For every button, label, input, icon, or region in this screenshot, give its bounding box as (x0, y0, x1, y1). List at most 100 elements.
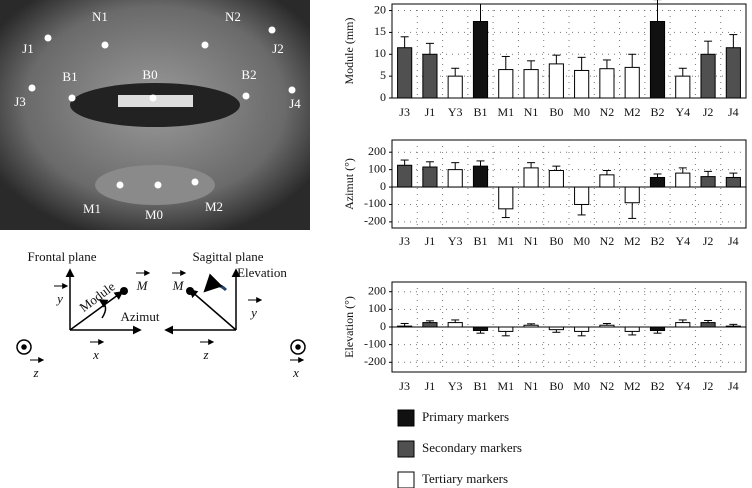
marker-dot (201, 41, 209, 49)
photo-label: B2 (241, 67, 256, 82)
bar (624, 66, 640, 99)
x-tick-label: N1 (524, 234, 539, 248)
x-tick-label: J4 (728, 234, 739, 248)
bar (422, 166, 438, 188)
x-tick-label: J1 (425, 379, 436, 393)
y-tick-label: -100 (364, 336, 386, 350)
diagram-label: z (32, 365, 38, 380)
diagram-label: x (92, 347, 99, 362)
plot-frame (391, 3, 747, 99)
x-tick-label: J1 (425, 105, 436, 119)
x-tick-label: M0 (573, 105, 590, 119)
y-tick-label: 200 (368, 283, 386, 297)
marker-dot (242, 92, 250, 100)
photo-label: B1 (62, 69, 77, 84)
diagram-label: y (249, 305, 257, 320)
x-tick-label: N1 (524, 379, 539, 393)
photo-label: M0 (145, 207, 163, 222)
point-m (186, 287, 194, 295)
plot-frame (391, 139, 747, 229)
bar (649, 326, 666, 332)
x-tick-label: M2 (624, 105, 641, 119)
x-tick-label: J1 (425, 234, 436, 248)
photo-label: N1 (92, 9, 108, 24)
y-tick-label: -200 (364, 354, 386, 368)
marker-dot (149, 94, 157, 102)
bar (624, 326, 640, 332)
bar (700, 176, 716, 188)
bar (447, 75, 463, 99)
y-tick-label: 0 (380, 319, 386, 333)
marker-dot (191, 178, 199, 186)
photo-label: J4 (289, 96, 301, 111)
x-tick-label: B2 (650, 379, 664, 393)
bar (599, 174, 615, 188)
bar (422, 53, 438, 99)
x-tick-label: B2 (650, 105, 664, 119)
photo (0, 0, 310, 230)
y-tick-label: 0 (380, 90, 386, 104)
marker-dot (28, 84, 36, 92)
photo-label: J1 (22, 41, 34, 56)
y-tick-label: 100 (368, 161, 386, 175)
bar (422, 322, 438, 328)
y-tick-label: -200 (364, 214, 386, 228)
bar (574, 326, 590, 332)
x-tick-label: J4 (728, 379, 739, 393)
bar (523, 69, 539, 99)
point-m (120, 287, 128, 295)
marker-dot (268, 26, 276, 34)
legend-swatch (397, 409, 415, 427)
y-axis-label: Azimut (°) (342, 158, 356, 210)
diagram-label: Azimut (121, 309, 160, 324)
bar (397, 47, 413, 99)
bar (574, 186, 590, 205)
x-tick-label: B1 (473, 234, 487, 248)
bar (498, 69, 514, 99)
x-tick-label: B0 (549, 234, 563, 248)
bar (725, 47, 741, 99)
y-tick-label: -100 (364, 196, 386, 210)
x-tick-label: J4 (728, 105, 739, 119)
bar (548, 63, 564, 99)
y-tick-label: 0 (380, 179, 386, 193)
y-tick-label: 5 (380, 68, 386, 82)
marker-dot (116, 181, 124, 189)
marker-dot (288, 86, 296, 94)
bar (725, 176, 741, 188)
diagram-label: Elevation (237, 265, 287, 280)
photo-label: J2 (272, 41, 284, 56)
bar (700, 53, 716, 99)
x-tick-label: Y4 (675, 234, 690, 248)
bar (599, 68, 615, 99)
x-tick-label: B0 (549, 379, 563, 393)
diagram-label: M (172, 278, 185, 293)
bar (472, 326, 489, 332)
bar (472, 20, 489, 99)
photo-label: M2 (205, 199, 223, 214)
marker-dot (44, 34, 52, 42)
diagram-label: Frontal plane (28, 249, 97, 264)
x-tick-label: M2 (624, 379, 641, 393)
x-tick-label: N1 (524, 105, 539, 119)
x-tick-label: M1 (497, 105, 514, 119)
x-tick-label: Y3 (448, 105, 463, 119)
legend-label: Secondary markers (422, 440, 522, 455)
bar (649, 176, 666, 188)
bar (574, 69, 590, 99)
x-tick-label: J2 (703, 379, 714, 393)
diagram-label: x (292, 365, 299, 380)
x-tick-label: M1 (497, 379, 514, 393)
x-tick-label: Y4 (675, 105, 690, 119)
diagram-label: y (55, 291, 63, 306)
bar (397, 164, 413, 188)
marker-dot (154, 181, 162, 189)
x-tick-label: B0 (549, 105, 563, 119)
x-tick-label: J2 (703, 105, 714, 119)
x-tick-label: B1 (473, 105, 487, 119)
x-tick-label: J3 (399, 234, 410, 248)
x-tick-label: B2 (650, 234, 664, 248)
x-tick-label: Y3 (448, 379, 463, 393)
bar (548, 169, 564, 188)
bar (624, 186, 640, 204)
